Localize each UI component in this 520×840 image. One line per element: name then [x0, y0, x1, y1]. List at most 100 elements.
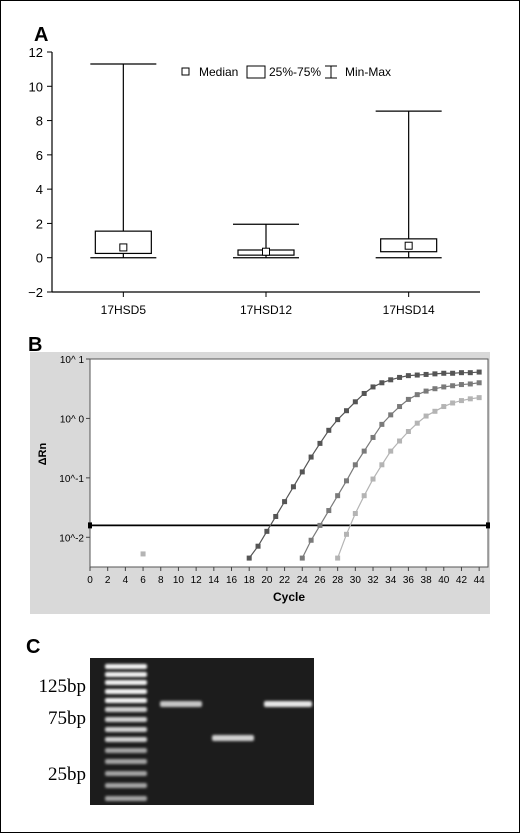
y-tick-label: 2	[36, 216, 43, 231]
series-point	[476, 395, 482, 401]
panel-label-b: B	[28, 334, 43, 356]
y-tick-label: 0	[36, 251, 43, 266]
series-point	[458, 382, 464, 388]
y-tick-label: −2	[28, 285, 43, 300]
ladder-band	[105, 672, 147, 677]
series-point	[476, 380, 482, 386]
series-point	[361, 448, 367, 454]
x-tick-label: 42	[456, 575, 468, 586]
series-point	[379, 462, 385, 468]
series-point	[441, 404, 447, 410]
y-tick-label: 10	[29, 79, 43, 94]
y-tick-label: 10^ 0	[60, 414, 85, 425]
threshold-handle-right	[486, 522, 490, 529]
x-axis-label: Cycle	[273, 590, 305, 604]
gel-image: 125bp 75bp 25bp	[39, 658, 314, 805]
ladder-band	[105, 796, 147, 801]
ladder-band	[105, 717, 147, 722]
x-tick-label: 17HSD5	[101, 303, 147, 317]
series-point	[370, 384, 376, 390]
series-point	[299, 555, 305, 561]
size-label: 25bp	[48, 764, 86, 785]
series-point	[467, 381, 473, 387]
sample-band-2	[212, 735, 254, 741]
box-median-marker	[404, 241, 413, 250]
series-point	[476, 369, 482, 375]
ladder-band	[105, 698, 147, 703]
series-point	[432, 371, 438, 377]
series-point	[388, 412, 394, 418]
series-point	[432, 386, 438, 392]
legend-range-label: Min-Max	[345, 65, 391, 79]
series-point	[343, 531, 349, 537]
box-iqr	[94, 230, 152, 255]
legend-median-label: Median	[199, 65, 238, 79]
x-tick-label: 17HSD12	[240, 303, 292, 317]
ladder-band	[105, 664, 147, 669]
x-tick-label: 32	[367, 575, 379, 586]
series-point	[423, 371, 429, 377]
size-label: 125bp	[39, 676, 87, 697]
sample-band-1	[160, 701, 202, 707]
panel-label-c: C	[26, 636, 41, 658]
plot-area	[89, 358, 489, 568]
x-tick-label: 0	[87, 575, 93, 586]
series-point	[282, 499, 288, 505]
x-tick-label: 12	[191, 575, 203, 586]
y-tick-label: 12	[29, 45, 43, 60]
series-point	[246, 555, 252, 561]
x-tick-label: 14	[208, 575, 220, 586]
threshold-handle-left	[88, 522, 92, 529]
series-point	[405, 373, 411, 379]
series-point	[308, 537, 314, 543]
series-point	[352, 399, 358, 405]
x-tick-label: 18	[244, 575, 256, 586]
sample-band-3	[264, 701, 312, 707]
series-point	[361, 493, 367, 499]
size-label: 75bp	[48, 708, 86, 729]
series-point	[441, 384, 447, 390]
ladder-band	[105, 748, 147, 753]
y-tick-label: 10^-2	[59, 533, 84, 544]
x-tick-label: 2	[105, 575, 111, 586]
series-point	[414, 372, 420, 378]
x-tick-label: 22	[279, 575, 291, 586]
series-point	[326, 508, 332, 514]
series-point	[397, 438, 403, 444]
x-tick-label: 6	[140, 575, 146, 586]
x-tick-label: 26	[314, 575, 326, 586]
series-point	[388, 448, 394, 454]
series-point	[441, 370, 447, 376]
x-tick-label: 38	[421, 575, 433, 586]
series-point	[388, 377, 394, 383]
amplification-plot: 10^ 110^ 010^-110^-20 2 4 6 8 10 12 14 16 18 20 22 2…	[30, 352, 490, 614]
series-point	[458, 398, 464, 404]
series-point	[273, 513, 279, 519]
x-tick-label: 36	[403, 575, 415, 586]
panel-label-a: A	[34, 24, 49, 46]
x-tick-label: 17HSD14	[383, 303, 435, 317]
series-point	[450, 400, 456, 406]
ladder-band	[105, 689, 147, 694]
series-point	[335, 493, 341, 499]
ladder-band	[105, 737, 147, 742]
series-point	[361, 390, 367, 396]
series-point	[317, 522, 323, 528]
ladder-band	[105, 727, 147, 732]
series-point	[290, 484, 296, 490]
series-point	[450, 370, 456, 376]
x-tick-label: 20	[261, 575, 273, 586]
x-tick-label: 24	[297, 575, 309, 586]
series-point	[423, 413, 429, 419]
ladder-band	[105, 759, 147, 764]
ladder-band	[105, 680, 147, 685]
y-tick-label: 8	[36, 114, 43, 129]
series-point	[335, 555, 341, 561]
y-axis-label: ΔRn	[37, 443, 49, 466]
series-point	[467, 370, 473, 376]
x-tick-label: 40	[438, 575, 450, 586]
series-point	[335, 417, 341, 423]
y-tick-label: 6	[36, 148, 43, 163]
legend-box-label: 25%-75%	[269, 65, 321, 79]
y-tick-label: 4	[36, 182, 43, 197]
